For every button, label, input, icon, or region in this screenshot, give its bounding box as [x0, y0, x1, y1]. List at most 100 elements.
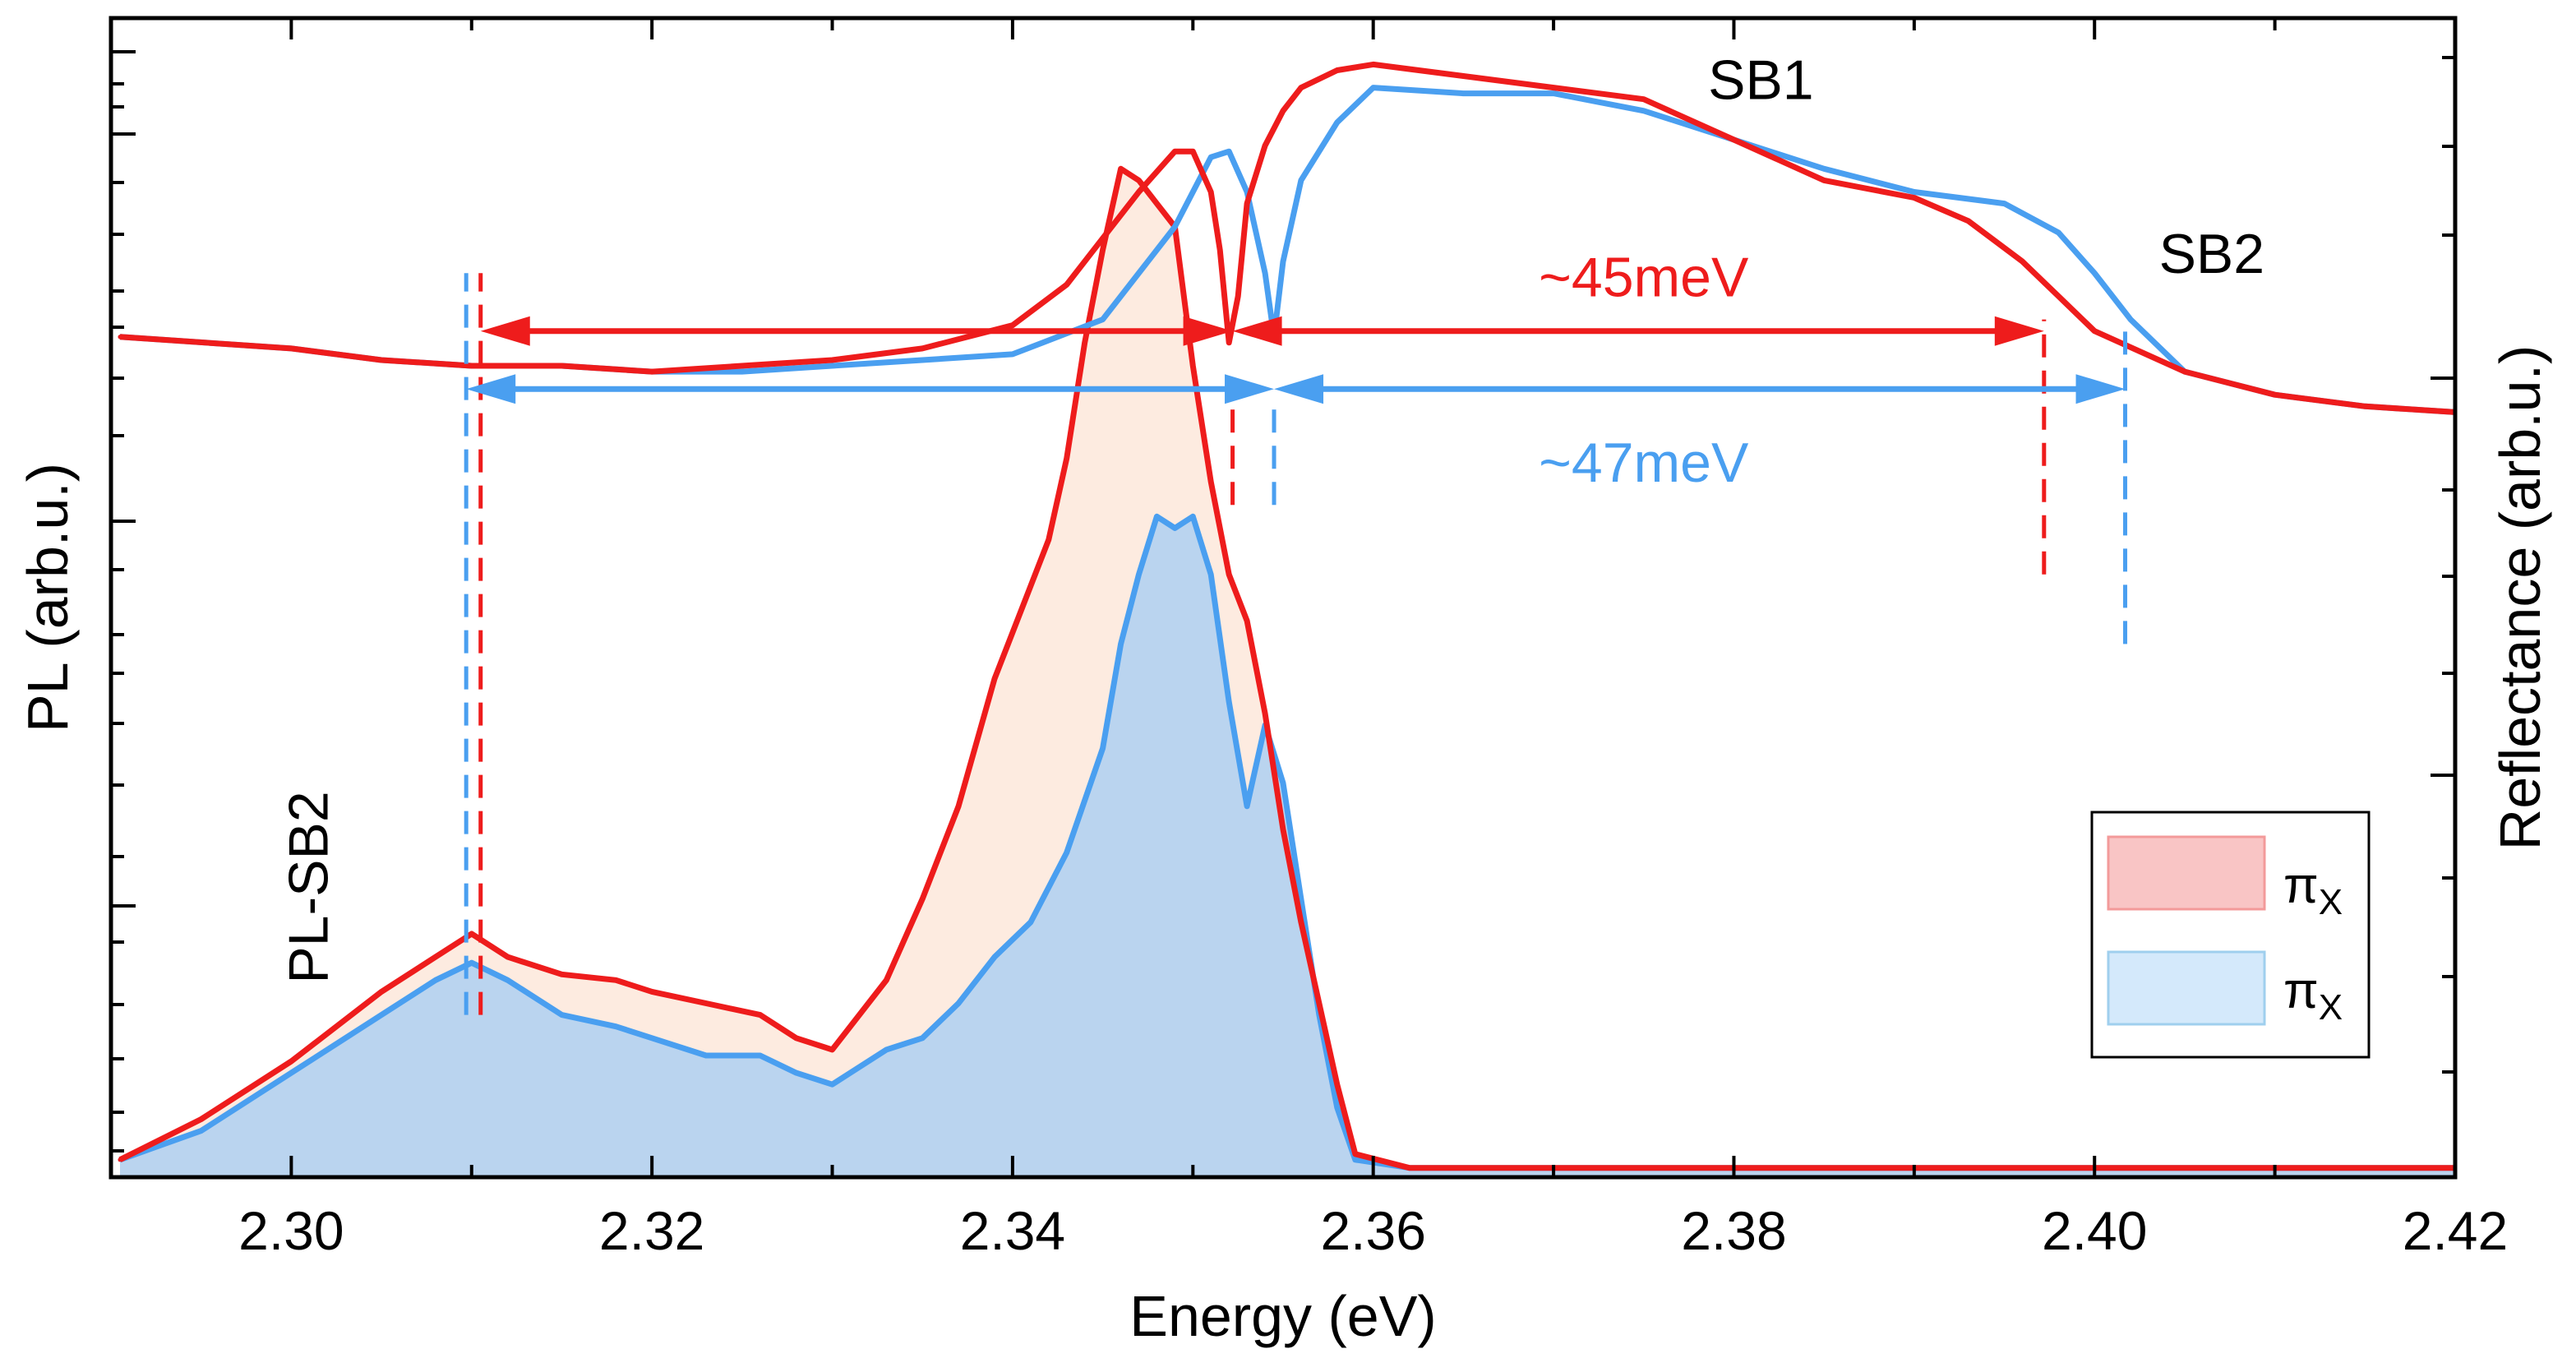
tick-layer: 2.30 2.32 2.34 2.36 2.38 2.40 2.42 — [111, 18, 2508, 1261]
legend: πX πX — [2090, 811, 2371, 1059]
data-point-s2-25 — [1461, 74, 1466, 78]
data-point-s0-6 — [506, 954, 510, 959]
data-point-s3-27 — [1821, 166, 1826, 171]
data-point-s1-26 — [1190, 514, 1195, 519]
data-point-s1-15 — [884, 1047, 889, 1052]
data-point-s0-7 — [560, 972, 564, 977]
legend-swatch-red — [2107, 835, 2266, 911]
data-point-s0-31 — [1244, 618, 1249, 623]
data-point-s2-29 — [1821, 178, 1826, 182]
data-point-s0-4 — [433, 954, 438, 959]
legend-label-red: πX — [2283, 857, 2343, 922]
data-point-s0-10 — [704, 1001, 709, 1005]
data-point-s3-6 — [740, 369, 745, 374]
data-point-s1-25 — [1172, 525, 1177, 530]
data-point-s1-14 — [848, 1070, 852, 1075]
data-point-s1-11 — [758, 1053, 763, 1058]
data-point-s0-21 — [1064, 456, 1069, 461]
data-point-s0-16 — [920, 897, 925, 902]
data-point-s3-29 — [2002, 201, 2006, 206]
data-point-s3-10 — [1101, 317, 1106, 322]
data-point-s0-33 — [1281, 827, 1286, 832]
data-point-s3-13 — [1190, 190, 1195, 194]
data-point-s3-25 — [1641, 109, 1646, 113]
data-point-s2-15 — [1208, 190, 1213, 194]
data-point-s1-8 — [613, 1024, 618, 1029]
data-point-s0-1 — [199, 1117, 204, 1121]
data-point-s3-31 — [2092, 270, 2097, 275]
data-point-s2-6 — [740, 363, 745, 368]
data-point-s2-4 — [560, 363, 564, 368]
x-tick-label-3: 2.36 — [1320, 1200, 1425, 1261]
data-point-s3-7 — [830, 363, 834, 368]
data-point-s0-3 — [379, 989, 384, 994]
data-point-s2-12 — [1137, 190, 1141, 194]
data-point-s3-32 — [2128, 317, 2133, 322]
data-point-s0-34 — [1299, 920, 1304, 925]
data-point-s0-19 — [1028, 584, 1033, 589]
data-point-s1-10 — [704, 1053, 709, 1058]
data-point-s0-28 — [1190, 363, 1195, 368]
data-point-s3-8 — [920, 358, 925, 363]
data-point-s1-28 — [1226, 700, 1231, 704]
data-point-s1-2 — [289, 1070, 293, 1075]
marker-layer — [464, 273, 2128, 1015]
data-point-s0-12 — [794, 1036, 799, 1041]
data-point-s0-13 — [830, 1047, 834, 1052]
data-point-s2-30 — [1912, 196, 1917, 200]
data-point-s1-20 — [1064, 850, 1069, 855]
data-point-s2-1 — [289, 346, 293, 351]
data-point-s1-35 — [1353, 1157, 1358, 1162]
annotation-4: PL-SB2 — [277, 791, 339, 983]
arrow-head-right-0 — [1183, 316, 1233, 346]
data-point-s2-2 — [379, 358, 384, 363]
data-point-s2-34 — [2092, 329, 2097, 334]
x-tick-label-1: 2.32 — [599, 1200, 704, 1261]
data-point-s2-19 — [1244, 201, 1249, 206]
data-point-s0-18 — [992, 677, 997, 681]
data-point-s1-5 — [469, 960, 474, 965]
data-point-s0-35 — [1317, 1001, 1322, 1005]
data-point-s3-14 — [1208, 155, 1213, 159]
data-point-s0-15 — [884, 977, 889, 982]
data-point-s0-38 — [1407, 1166, 1412, 1171]
data-point-s1-1 — [199, 1129, 204, 1134]
data-point-s1-6 — [506, 977, 510, 982]
arrow-head-left-0 — [480, 316, 530, 346]
data-point-s2-16 — [1217, 247, 1222, 252]
data-point-s1-16 — [920, 1036, 925, 1041]
annotation-2: SB1 — [1708, 49, 1814, 112]
arrow-head-right-2 — [1225, 374, 1275, 404]
data-point-s3-30 — [2056, 230, 2061, 235]
arrow-head-right-1 — [1994, 316, 2044, 346]
data-point-s0-36 — [1335, 1082, 1340, 1087]
data-point-s2-28 — [1732, 137, 1736, 142]
data-point-s0-9 — [649, 989, 654, 994]
data-point-s0-24 — [1119, 166, 1124, 171]
data-point-s0-14 — [848, 1024, 852, 1029]
data-point-s2-13 — [1172, 149, 1177, 154]
data-point-s1-29 — [1244, 804, 1249, 809]
annotation-0: ~45meV — [1539, 246, 1749, 308]
data-point-s1-22 — [1119, 641, 1124, 646]
data-point-s0-23 — [1101, 247, 1106, 252]
data-point-s2-17 — [1226, 340, 1231, 345]
data-point-s3-11 — [1137, 270, 1141, 275]
data-point-s1-9 — [649, 1036, 654, 1041]
data-point-s2-26 — [1551, 85, 1556, 90]
data-point-s0-5 — [469, 931, 474, 936]
data-point-s0-2 — [289, 1059, 293, 1064]
x-tick-label-2: 2.34 — [960, 1200, 1065, 1261]
data-point-s2-8 — [920, 346, 925, 351]
data-point-s0-25 — [1137, 178, 1141, 182]
data-point-s3-17 — [1263, 270, 1267, 275]
data-point-s1-23 — [1137, 572, 1141, 577]
data-point-s1-32 — [1299, 897, 1304, 902]
data-point-s3-24 — [1551, 91, 1556, 96]
data-point-s3-19 — [1281, 259, 1286, 264]
data-point-s2-27 — [1641, 97, 1646, 102]
x-tick-label-4: 2.38 — [1681, 1200, 1786, 1261]
data-point-s1-27 — [1208, 572, 1213, 577]
legend-label-blue: πX — [2283, 963, 2343, 1028]
